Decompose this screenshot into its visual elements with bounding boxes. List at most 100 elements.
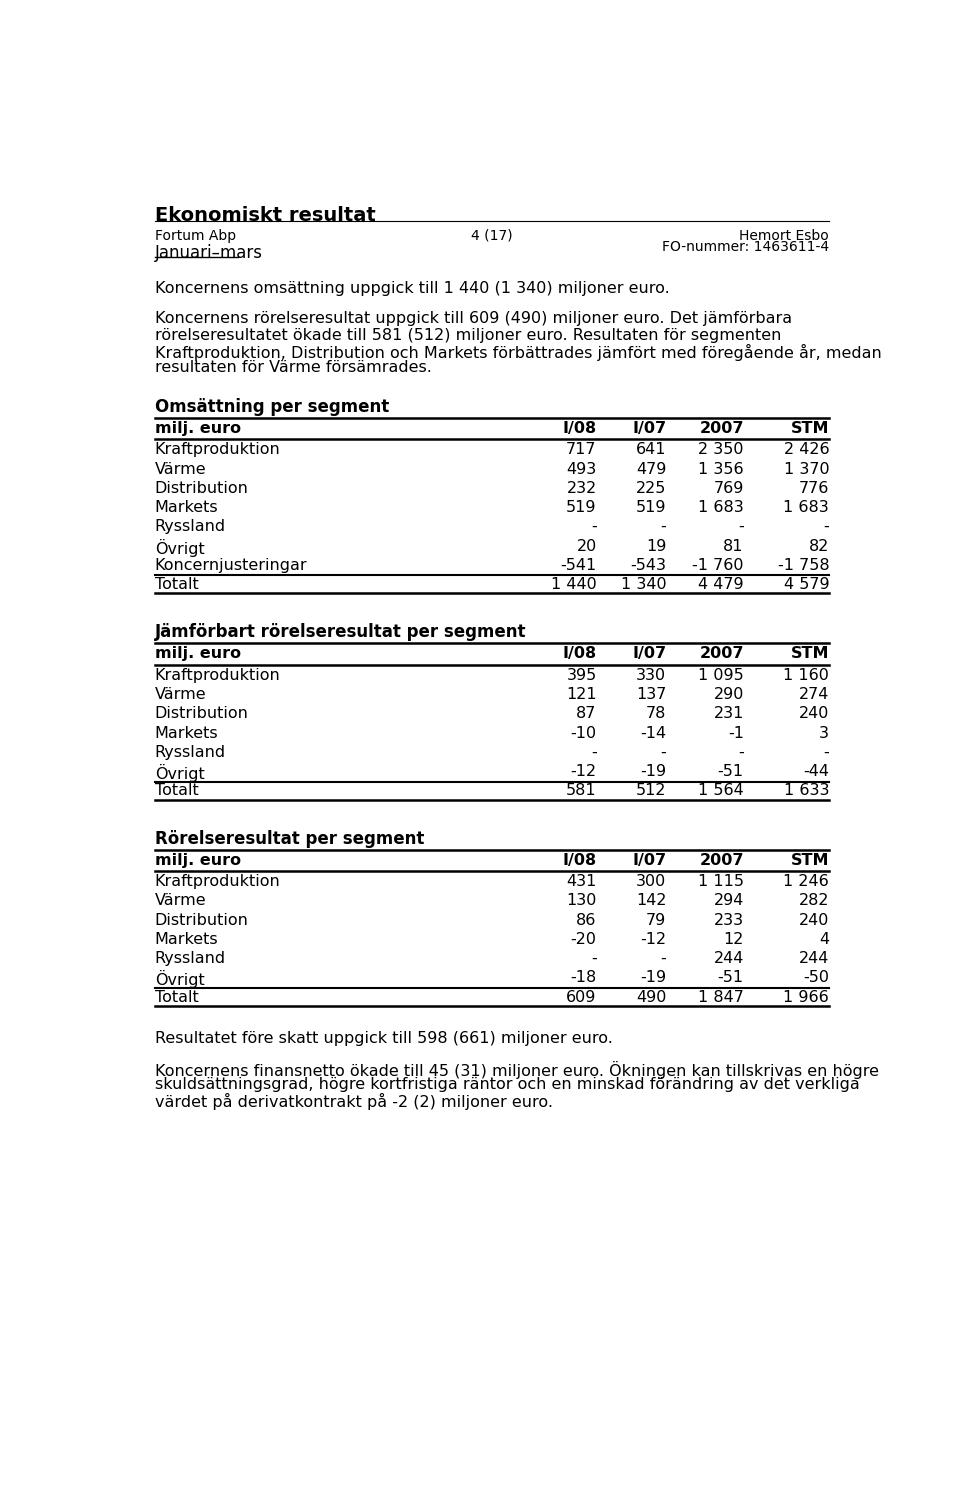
Text: STM: STM	[791, 853, 829, 868]
Text: 1 160: 1 160	[783, 668, 829, 683]
Text: 290: 290	[713, 687, 744, 702]
Text: STM: STM	[791, 420, 829, 435]
Text: Ryssland: Ryssland	[155, 519, 226, 534]
Text: 1 683: 1 683	[698, 499, 744, 514]
Text: I/08: I/08	[563, 646, 596, 662]
Text: Omsättning per segment: Omsättning per segment	[155, 398, 389, 416]
Text: Markets: Markets	[155, 932, 219, 947]
Text: -: -	[590, 746, 596, 760]
Text: milj. euro: milj. euro	[155, 420, 241, 435]
Text: 12: 12	[724, 932, 744, 947]
Text: värdet på derivatkontrakt på -2 (2) miljoner euro.: värdet på derivatkontrakt på -2 (2) milj…	[155, 1093, 553, 1109]
Text: I/08: I/08	[563, 853, 596, 868]
Text: -18: -18	[570, 971, 596, 986]
Text: milj. euro: milj. euro	[155, 646, 241, 662]
Text: Totalt: Totalt	[155, 990, 199, 1005]
Text: -50: -50	[804, 971, 829, 986]
Text: 395: 395	[566, 668, 596, 683]
Text: 3: 3	[819, 726, 829, 741]
Text: I/07: I/07	[633, 420, 666, 435]
Text: Totalt: Totalt	[155, 577, 199, 592]
Text: 225: 225	[636, 480, 666, 497]
Text: Fortum Abp: Fortum Abp	[155, 230, 236, 243]
Text: -1 760: -1 760	[692, 558, 744, 573]
Text: -: -	[660, 519, 666, 534]
Text: 78: 78	[646, 707, 666, 722]
Text: Markets: Markets	[155, 726, 219, 741]
Text: 1 115: 1 115	[698, 874, 744, 889]
Text: 4: 4	[819, 932, 829, 947]
Text: 1 564: 1 564	[698, 783, 744, 798]
Text: Kraftproduktion, Distribution och Markets förbättrades jämfört med föregående år: Kraftproduktion, Distribution och Market…	[155, 344, 881, 361]
Text: I/07: I/07	[633, 646, 666, 662]
Text: -44: -44	[804, 763, 829, 780]
Text: 4 479: 4 479	[698, 577, 744, 592]
Text: -: -	[824, 746, 829, 760]
Text: 19: 19	[646, 538, 666, 553]
Text: 79: 79	[646, 912, 666, 927]
Text: 1 246: 1 246	[783, 874, 829, 889]
Text: 87: 87	[576, 707, 596, 722]
Text: Ekonomiskt resultat: Ekonomiskt resultat	[155, 206, 375, 225]
Text: Koncernjusteringar: Koncernjusteringar	[155, 558, 307, 573]
Text: rörelseresultatet ökade till 581 (512) miljoner euro. Resultaten för segmenten: rörelseresultatet ökade till 581 (512) m…	[155, 328, 781, 343]
Text: 4 (17): 4 (17)	[471, 230, 513, 243]
Text: 519: 519	[566, 499, 596, 514]
Text: 294: 294	[713, 893, 744, 908]
Text: 1 633: 1 633	[783, 783, 829, 798]
Text: -19: -19	[640, 763, 666, 780]
Text: -10: -10	[570, 726, 596, 741]
Text: 776: 776	[799, 480, 829, 497]
Text: Distribution: Distribution	[155, 707, 249, 722]
Text: Övrigt: Övrigt	[155, 971, 204, 989]
Text: 1 683: 1 683	[783, 499, 829, 514]
Text: Distribution: Distribution	[155, 912, 249, 927]
Text: -12: -12	[570, 763, 596, 780]
Text: milj. euro: milj. euro	[155, 853, 241, 868]
Text: 2 350: 2 350	[698, 443, 744, 458]
Text: -: -	[824, 519, 829, 534]
Text: 1 440: 1 440	[551, 577, 596, 592]
Text: Kraftproduktion: Kraftproduktion	[155, 443, 280, 458]
Text: 2007: 2007	[700, 646, 744, 662]
Text: 519: 519	[636, 499, 666, 514]
Text: Koncernens omsättning uppgick till 1 440 (1 340) miljoner euro.: Koncernens omsättning uppgick till 1 440…	[155, 282, 670, 297]
Text: FO-nummer: 1463611-4: FO-nummer: 1463611-4	[662, 240, 829, 253]
Text: Koncernens finansnetto ökade till 45 (31) miljoner euro. Ökningen kan tillskriva: Koncernens finansnetto ökade till 45 (31…	[155, 1060, 878, 1078]
Text: -1: -1	[728, 726, 744, 741]
Text: skuldsättningsgrad, högre kortfristiga räntor och en minskad förändring av det v: skuldsättningsgrad, högre kortfristiga r…	[155, 1077, 859, 1091]
Text: 581: 581	[566, 783, 596, 798]
Text: Ryssland: Ryssland	[155, 951, 226, 966]
Text: Koncernens rörelseresultat uppgick till 609 (490) miljoner euro. Det jämförbara: Koncernens rörelseresultat uppgick till …	[155, 312, 792, 327]
Text: 1 356: 1 356	[698, 462, 744, 477]
Text: 1 966: 1 966	[783, 990, 829, 1005]
Text: 121: 121	[566, 687, 596, 702]
Text: 512: 512	[636, 783, 666, 798]
Text: I/08: I/08	[563, 420, 596, 435]
Text: 717: 717	[566, 443, 596, 458]
Text: Övrigt: Övrigt	[155, 538, 204, 556]
Text: Markets: Markets	[155, 499, 219, 514]
Text: 2007: 2007	[700, 420, 744, 435]
Text: 300: 300	[636, 874, 666, 889]
Text: 479: 479	[636, 462, 666, 477]
Text: Kraftproduktion: Kraftproduktion	[155, 874, 280, 889]
Text: Rörelseresultat per segment: Rörelseresultat per segment	[155, 829, 424, 847]
Text: Ryssland: Ryssland	[155, 746, 226, 760]
Text: Värme: Värme	[155, 462, 206, 477]
Text: -19: -19	[640, 971, 666, 986]
Text: 1 847: 1 847	[698, 990, 744, 1005]
Text: 2007: 2007	[700, 853, 744, 868]
Text: 330: 330	[636, 668, 666, 683]
Text: 137: 137	[636, 687, 666, 702]
Text: 641: 641	[636, 443, 666, 458]
Text: 1 340: 1 340	[621, 577, 666, 592]
Text: 130: 130	[566, 893, 596, 908]
Text: 240: 240	[799, 912, 829, 927]
Text: 20: 20	[576, 538, 596, 553]
Text: Övrigt: Övrigt	[155, 763, 204, 783]
Text: 244: 244	[799, 951, 829, 966]
Text: 1 370: 1 370	[783, 462, 829, 477]
Text: Värme: Värme	[155, 687, 206, 702]
Text: 82: 82	[808, 538, 829, 553]
